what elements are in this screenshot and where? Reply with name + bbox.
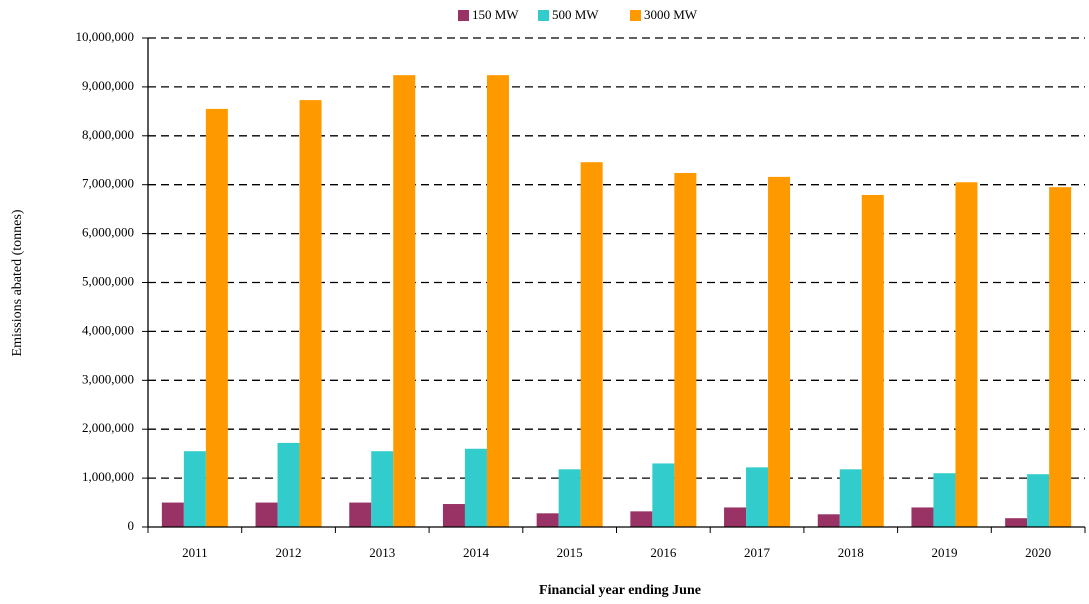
x-tick-label: 2015 [557, 545, 583, 560]
legend-swatch [538, 10, 549, 21]
y-axis-label: Emissions abated (tonnes) [10, 209, 25, 356]
x-axis-label: Financial year ending June [539, 583, 701, 598]
y-tick-label: 1,000,000 [82, 469, 134, 484]
x-tick-label: 2020 [1025, 545, 1051, 560]
x-tick-label: 2011 [182, 545, 208, 560]
legend-label: 500 MW [552, 7, 599, 22]
bar [839, 469, 862, 527]
bar [371, 451, 394, 527]
x-tick-label: 2016 [650, 545, 677, 560]
y-tick-label: 3,000,000 [82, 371, 134, 386]
bar [299, 100, 322, 527]
x-tick-label: 2018 [838, 545, 864, 560]
legend-swatch [458, 10, 469, 21]
bar [205, 108, 228, 527]
x-tick-label: 2013 [369, 545, 395, 560]
bar [580, 162, 603, 527]
bar [674, 172, 697, 528]
bar [817, 514, 840, 527]
bar [161, 502, 184, 527]
bar [558, 469, 581, 527]
y-tick-label: 5,000,000 [82, 273, 134, 288]
y-tick-label: 2,000,000 [82, 420, 134, 435]
y-tick-label: 9,000,000 [82, 78, 134, 93]
bar [1049, 187, 1072, 527]
y-tick-label: 7,000,000 [82, 176, 134, 191]
bar [277, 442, 300, 527]
bar [486, 75, 509, 527]
y-tick-label: 4,000,000 [82, 322, 134, 337]
legend-swatch [630, 10, 641, 21]
bar [393, 75, 416, 527]
bar [955, 182, 978, 527]
y-tick-label: 0 [128, 518, 135, 533]
legend-label: 3000 MW [644, 7, 698, 22]
bar [349, 502, 372, 527]
bar [652, 463, 675, 527]
y-tick-label: 8,000,000 [82, 127, 134, 142]
x-tick-label: 2019 [931, 545, 957, 560]
bar [464, 448, 487, 527]
y-tick-label: 6,000,000 [82, 225, 134, 240]
bar [1005, 518, 1028, 527]
bar [183, 451, 206, 527]
y-tick-label: 10,000,000 [76, 29, 135, 44]
bar [255, 502, 278, 527]
bar [724, 507, 747, 527]
bar [442, 504, 465, 527]
bar [768, 176, 791, 527]
legend-label: 150 MW [472, 7, 519, 22]
bar [630, 511, 653, 527]
x-tick-label: 2012 [276, 545, 302, 560]
bar [746, 467, 769, 527]
bar [911, 507, 934, 527]
bar [933, 473, 956, 527]
bar [861, 194, 884, 527]
bar [1027, 474, 1050, 527]
bar [536, 513, 559, 527]
x-tick-label: 2014 [463, 545, 490, 560]
x-tick-label: 2017 [744, 545, 771, 560]
